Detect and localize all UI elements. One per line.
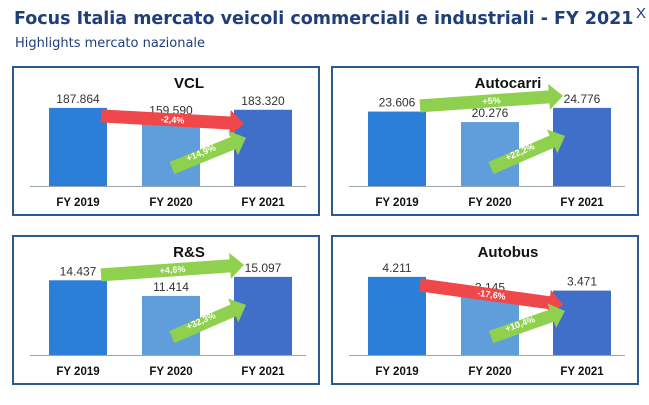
chart-title-rs: R&S	[173, 244, 205, 261]
change-arrow-vcl-1	[169, 131, 246, 175]
value-label-rs-2: 15.097	[245, 261, 282, 275]
change-arrow-autocarri-1	[488, 129, 565, 174]
category-label-vcl-0: FY 2019	[56, 197, 99, 209]
change-arrow-autobus-1	[488, 303, 565, 344]
chart-panel-autocarri: 23.606 FY 2019 20.276 FY 2020 24.776 FY 2021 A…	[331, 66, 639, 216]
bar-vcl-1	[142, 119, 200, 186]
chart-title-vcl: VCL	[174, 75, 204, 92]
change-arrow-autobus-0	[419, 278, 563, 316]
value-label-autocarri-0: 23.606	[379, 96, 416, 110]
bar-vcl-2	[234, 109, 292, 186]
page-subtitle: Highlights mercato nazionale	[15, 36, 206, 51]
change-arrow-rs-0	[100, 252, 244, 282]
bar-rs-2	[234, 276, 292, 355]
category-label-vcl-2: FY 2021	[241, 197, 285, 209]
value-label-autobus-2: 3.471	[567, 275, 597, 289]
chart-title-autocarri: Autocarri	[475, 75, 542, 92]
value-label-autocarri-2: 24.776	[564, 92, 601, 106]
chart-svg-rs: 14.437 FY 2019 11.414 FY 2020 15.097 FY 2021 R…	[30, 244, 306, 378]
category-label-autobus-0: FY 2019	[375, 366, 418, 378]
category-label-autocarri-0: FY 2019	[375, 197, 418, 209]
change-arrow-vcl-0	[100, 109, 244, 136]
category-label-autobus-1: FY 2020	[468, 366, 511, 378]
chart-panel-autobus: 4.211 FY 2019 3.145 FY 2020 3.471 FY 2021 Auto…	[331, 235, 639, 385]
corner-mark-icon: X	[636, 5, 647, 22]
chart-panel-rs: 14.437 FY 2019 11.414 FY 2020 15.097 FY 2021 R…	[12, 235, 320, 385]
change-arrow-rs-1	[169, 298, 246, 343]
change-label-rs-0: +4,6%	[159, 264, 185, 276]
category-label-rs-2: FY 2021	[241, 366, 285, 378]
bar-vcl-0	[49, 107, 107, 186]
bar-autobus-0	[368, 276, 426, 355]
category-label-autobus-2: FY 2021	[560, 366, 604, 378]
value-label-vcl-0: 187.864	[56, 92, 100, 106]
value-label-autobus-0: 4.211	[382, 261, 411, 275]
category-label-rs-1: FY 2020	[149, 366, 192, 378]
value-label-rs-0: 14.437	[60, 264, 97, 278]
category-label-vcl-1: FY 2020	[149, 197, 192, 209]
chart-panel-vcl: 187.864 FY 2019 159.590 FY 2020 183.320 FY 20…	[12, 66, 320, 216]
chart-svg-autocarri: 23.606 FY 2019 20.276 FY 2020 24.776 FY 2021 A…	[349, 75, 625, 209]
change-label-autobus-0: -17,6%	[477, 288, 507, 302]
page-title: Focus Italia mercato veicoli commerciali…	[14, 9, 634, 29]
change-label-autocarri-0: +5%	[482, 95, 501, 106]
value-label-rs-1: 11.414	[153, 280, 189, 294]
value-label-autocarri-1: 20.276	[472, 106, 509, 120]
bar-rs-0	[49, 280, 107, 355]
change-label-vcl-0: -2,4%	[160, 114, 184, 125]
bar-autobus-2	[553, 290, 611, 355]
change-arrow-autocarri-0	[419, 83, 563, 113]
bar-autocarri-2	[553, 107, 611, 186]
bar-autocarri-0	[368, 111, 426, 186]
category-label-autocarri-1: FY 2020	[468, 197, 511, 209]
category-label-rs-0: FY 2019	[56, 366, 99, 378]
category-label-autocarri-2: FY 2021	[560, 197, 604, 209]
value-label-vcl-2: 183.320	[241, 94, 285, 108]
chart-title-autobus: Autobus	[478, 244, 539, 261]
